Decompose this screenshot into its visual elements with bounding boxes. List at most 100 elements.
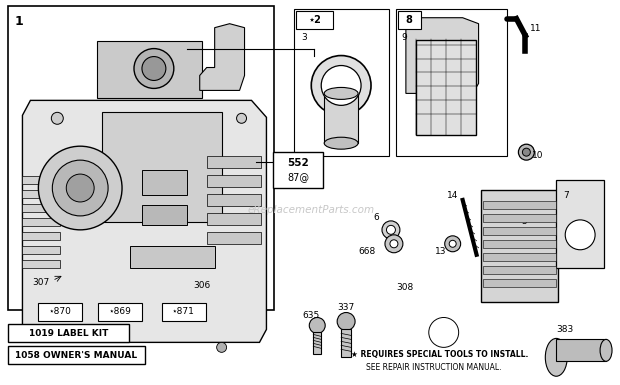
Ellipse shape xyxy=(324,87,358,99)
Bar xyxy=(206,213,262,225)
Circle shape xyxy=(51,112,63,124)
Bar xyxy=(7,346,145,364)
Bar xyxy=(142,205,187,225)
Bar xyxy=(480,190,558,301)
Bar xyxy=(396,9,507,156)
Circle shape xyxy=(66,174,94,202)
Bar xyxy=(313,332,321,354)
Text: 1019 LABEL KIT: 1019 LABEL KIT xyxy=(29,329,108,338)
Bar xyxy=(556,180,604,268)
Bar xyxy=(341,330,351,357)
Bar xyxy=(273,152,323,188)
Circle shape xyxy=(385,235,403,253)
Bar xyxy=(482,201,556,209)
Bar xyxy=(130,246,215,268)
Bar xyxy=(22,176,60,184)
Bar xyxy=(416,40,476,135)
Circle shape xyxy=(386,225,396,234)
Circle shape xyxy=(390,240,398,248)
Bar xyxy=(22,218,60,226)
Text: 10: 10 xyxy=(533,151,544,160)
Circle shape xyxy=(216,342,227,352)
Bar xyxy=(206,232,262,244)
Bar xyxy=(142,170,187,195)
Polygon shape xyxy=(200,24,244,90)
Bar xyxy=(482,227,556,235)
Bar xyxy=(22,190,60,198)
Circle shape xyxy=(445,236,461,252)
Text: ⋆871: ⋆871 xyxy=(172,307,195,316)
Text: ★ REQUIRES SPECIAL TOOLS TO INSTALL.: ★ REQUIRES SPECIAL TOOLS TO INSTALL. xyxy=(351,350,528,359)
Text: 337: 337 xyxy=(337,303,355,312)
Circle shape xyxy=(337,313,355,330)
Bar xyxy=(22,232,60,240)
Circle shape xyxy=(237,113,247,123)
Circle shape xyxy=(52,160,108,216)
Circle shape xyxy=(382,221,400,239)
Ellipse shape xyxy=(546,338,567,376)
Bar xyxy=(398,11,421,28)
Text: 13: 13 xyxy=(435,247,446,256)
Bar xyxy=(482,266,556,274)
Text: 1058 OWNER'S MANUAL: 1058 OWNER'S MANUAL xyxy=(15,351,137,360)
Bar xyxy=(296,11,333,28)
Text: 87@: 87@ xyxy=(287,172,309,182)
Text: 306: 306 xyxy=(193,281,210,290)
Text: 9: 9 xyxy=(401,33,407,42)
FancyBboxPatch shape xyxy=(162,303,206,321)
Bar xyxy=(482,214,556,222)
Text: ⋆870: ⋆870 xyxy=(49,307,72,316)
Text: 8: 8 xyxy=(405,15,412,25)
Bar xyxy=(7,325,129,342)
Bar xyxy=(206,156,262,168)
Text: 14: 14 xyxy=(447,191,458,201)
Polygon shape xyxy=(406,18,479,94)
Bar xyxy=(102,112,221,222)
Ellipse shape xyxy=(324,137,358,149)
FancyBboxPatch shape xyxy=(98,303,142,321)
Text: 308: 308 xyxy=(396,283,414,292)
Circle shape xyxy=(134,49,174,89)
Bar xyxy=(482,240,556,248)
Text: 6: 6 xyxy=(373,213,379,223)
Circle shape xyxy=(565,220,595,250)
Circle shape xyxy=(450,240,456,247)
Bar xyxy=(482,253,556,261)
Bar xyxy=(22,204,60,212)
Bar xyxy=(206,175,262,187)
Circle shape xyxy=(142,57,166,80)
Bar xyxy=(7,6,275,310)
Bar xyxy=(97,41,202,99)
Text: eReplacementParts.com: eReplacementParts.com xyxy=(248,205,375,215)
Circle shape xyxy=(38,146,122,230)
Circle shape xyxy=(518,144,534,160)
Text: ⋆2: ⋆2 xyxy=(308,15,321,25)
Circle shape xyxy=(309,318,326,333)
Text: ⋆869: ⋆869 xyxy=(108,307,131,316)
Text: 1: 1 xyxy=(14,15,23,28)
Text: 668: 668 xyxy=(358,247,376,256)
FancyBboxPatch shape xyxy=(38,303,82,321)
Text: SEE REPAIR INSTRUCTION MANUAL.: SEE REPAIR INSTRUCTION MANUAL. xyxy=(366,363,502,372)
Bar xyxy=(482,279,556,286)
Circle shape xyxy=(321,65,361,105)
Text: 3: 3 xyxy=(301,33,307,42)
Text: 7: 7 xyxy=(564,191,569,201)
Text: 11: 11 xyxy=(530,24,542,33)
Bar xyxy=(556,340,606,361)
Circle shape xyxy=(311,55,371,116)
Bar xyxy=(22,246,60,254)
Text: 383: 383 xyxy=(557,325,574,334)
Bar xyxy=(22,260,60,268)
Bar xyxy=(324,94,358,143)
Circle shape xyxy=(523,148,530,156)
Text: 552: 552 xyxy=(288,158,309,168)
Ellipse shape xyxy=(600,340,612,361)
Text: 635: 635 xyxy=(303,311,320,320)
Polygon shape xyxy=(22,100,267,342)
Bar xyxy=(206,194,262,206)
Bar xyxy=(294,9,389,156)
Circle shape xyxy=(429,318,459,347)
Text: 307: 307 xyxy=(32,278,50,287)
Text: 5: 5 xyxy=(521,218,527,226)
